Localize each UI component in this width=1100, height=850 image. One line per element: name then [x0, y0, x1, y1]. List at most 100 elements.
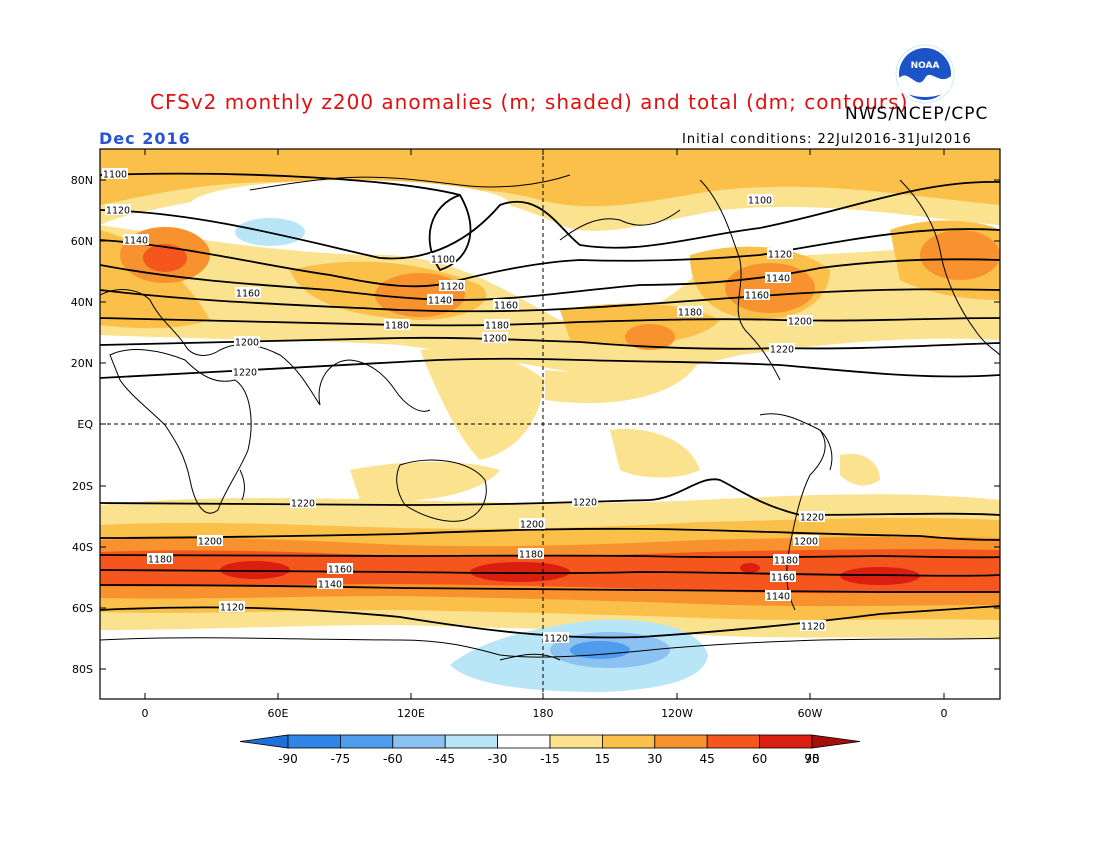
- contour-label: 1180: [677, 306, 703, 319]
- colorbar-label: 30: [647, 752, 662, 766]
- contour-label: 1220: [290, 497, 316, 510]
- contour-label: 1120: [105, 204, 131, 217]
- forecast-month: Dec 2016: [99, 129, 191, 148]
- logo-text: NOAA: [911, 61, 940, 71]
- lon-label: 120E: [397, 707, 425, 720]
- svg-text:1140: 1140: [766, 274, 790, 285]
- svg-text:1200: 1200: [788, 317, 812, 328]
- svg-text:1140: 1140: [766, 592, 790, 603]
- contour-label: 1200: [793, 535, 819, 548]
- shading-layer: [100, 149, 1000, 699]
- colorbar-label: -45: [435, 752, 455, 766]
- contours: [100, 172, 1000, 379]
- svg-text:1200: 1200: [520, 520, 544, 531]
- svg-text:1180: 1180: [385, 321, 409, 332]
- colorbar-label: -90: [278, 752, 298, 766]
- contour-label: 1160: [235, 287, 261, 300]
- colorbar-left-arrow: [239, 734, 289, 749]
- lon-label: 60E: [268, 707, 289, 720]
- contour-label: 1120: [439, 280, 465, 293]
- contour-label: 1220: [572, 496, 598, 509]
- lat-label: 80S: [72, 663, 93, 676]
- svg-text:1160: 1160: [745, 291, 769, 302]
- lon-label: 0: [142, 707, 149, 720]
- contour-label: 1100: [430, 253, 456, 266]
- svg-text:1120: 1120: [220, 603, 244, 614]
- svg-text:1160: 1160: [494, 301, 518, 312]
- lon-label: 0: [941, 707, 948, 720]
- svg-text:1220: 1220: [233, 368, 257, 379]
- svg-text:1120: 1120: [768, 250, 792, 261]
- svg-text:1220: 1220: [770, 345, 794, 356]
- lat-label: 40S: [72, 541, 93, 554]
- contour-label: 1160: [327, 563, 353, 576]
- colorbar-swatch: [706, 734, 761, 749]
- colorbar-label: 60: [752, 752, 767, 766]
- contour-label: 1140: [317, 578, 343, 591]
- colorbar-label: -30: [488, 752, 508, 766]
- coastlines: [100, 174, 1000, 661]
- colorbar-label: 90: [804, 752, 819, 766]
- svg-text:1220: 1220: [573, 498, 597, 509]
- initial-conditions: Initial conditions: 22Jul2016-31Jul2016: [682, 132, 972, 147]
- svg-text:1140: 1140: [428, 296, 452, 307]
- contour-label: 1220: [232, 366, 258, 379]
- contour-label: 1160: [744, 289, 770, 302]
- contour-label: 1120: [543, 632, 569, 645]
- svg-text:1220: 1220: [291, 499, 315, 510]
- contour-label: 1180: [518, 548, 544, 561]
- lat-label: 40N: [71, 296, 93, 309]
- noaa-logo: NOAA: [895, 44, 955, 104]
- contour-label: 1120: [219, 601, 245, 614]
- svg-text:1200: 1200: [483, 334, 507, 345]
- contour-label: 1220: [799, 511, 825, 524]
- svg-text:1120: 1120: [106, 206, 130, 217]
- colorbar-label: 45: [700, 752, 715, 766]
- svg-text:1200: 1200: [198, 537, 222, 548]
- lat-label: 60N: [71, 235, 93, 248]
- contour-label: 1140: [427, 294, 453, 307]
- contour-label: 1180: [773, 554, 799, 567]
- svg-text:1100: 1100: [748, 196, 772, 207]
- svg-text:1200: 1200: [794, 537, 818, 548]
- svg-text:1100: 1100: [103, 170, 127, 181]
- svg-text:1200: 1200: [235, 338, 259, 349]
- colorbar-swatch: [392, 734, 446, 749]
- svg-text:1120: 1120: [544, 634, 568, 645]
- contour-label: 1180: [484, 319, 510, 332]
- svg-text:1180: 1180: [678, 308, 702, 319]
- colorbar-label: -75: [331, 752, 351, 766]
- contour-label: 1120: [800, 620, 826, 633]
- lon-label: 180: [533, 707, 554, 720]
- svg-text:1160: 1160: [328, 565, 352, 576]
- contour-label: 1100: [747, 194, 773, 207]
- contour-label: 1200: [787, 315, 813, 328]
- colorbar-swatch: [287, 734, 341, 749]
- contour-label: 1180: [384, 319, 410, 332]
- colorbar-label: -15: [540, 752, 560, 766]
- contour-label: 1200: [234, 336, 260, 349]
- lat-label: 80N: [71, 174, 93, 187]
- colorbar-right-arrow: [811, 734, 861, 749]
- contour-label-layer: 1100 1120 1140 1160 1180 1200 1220 1100 1120 1140…: [102, 168, 826, 645]
- contour-label: 1200: [519, 518, 545, 531]
- contour-label: 1180: [147, 553, 173, 566]
- svg-text:1160: 1160: [771, 573, 795, 584]
- lon-label: 120W: [661, 707, 693, 720]
- lat-label: 20N: [71, 357, 93, 370]
- svg-text:1180: 1180: [148, 555, 172, 566]
- agency-label: NWS/NCEP/CPC: [845, 104, 989, 124]
- contour-label: 1200: [197, 535, 223, 548]
- svg-text:1180: 1180: [519, 550, 543, 561]
- chart-title: CFSv2 monthly z200 anomalies (m; shaded)…: [150, 90, 909, 114]
- svg-text:1140: 1140: [124, 236, 148, 247]
- axis-ticks: 80N 60N 40N 20N EQ 20S 40S 60S 80S 0 60E 120E 180 120…: [71, 149, 1000, 720]
- contour-label: 1160: [493, 299, 519, 312]
- contour-label: 1140: [123, 234, 149, 247]
- contour-label: 1220: [769, 343, 795, 356]
- svg-text:1120: 1120: [440, 282, 464, 293]
- svg-text:1180: 1180: [774, 556, 798, 567]
- contour-label: 1120: [767, 248, 793, 261]
- colorbar-swatch: [549, 734, 603, 749]
